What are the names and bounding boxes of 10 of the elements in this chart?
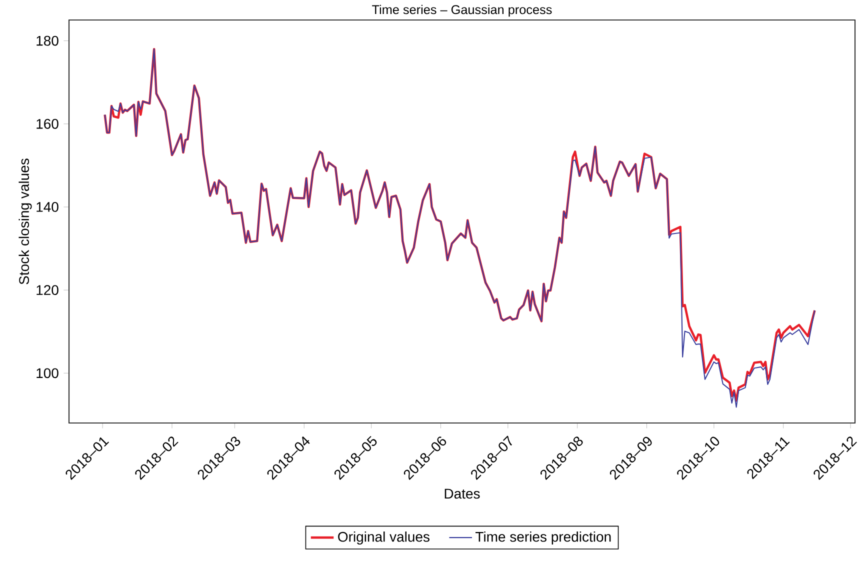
chart-title: Time series – Gaussian process xyxy=(372,4,552,17)
y-tick-label: 160 xyxy=(36,118,58,129)
legend-label: Original values xyxy=(338,532,430,545)
y-tick-label: 180 xyxy=(36,36,58,46)
y-tick-label: 120 xyxy=(36,285,58,296)
y-axis-title: Stock closing values xyxy=(18,158,32,284)
y-tick-label: 100 xyxy=(36,368,58,378)
legend-label: Time series prediction xyxy=(476,532,611,545)
y-tick-label: 140 xyxy=(36,202,58,212)
x-axis-title: Dates xyxy=(444,488,480,499)
